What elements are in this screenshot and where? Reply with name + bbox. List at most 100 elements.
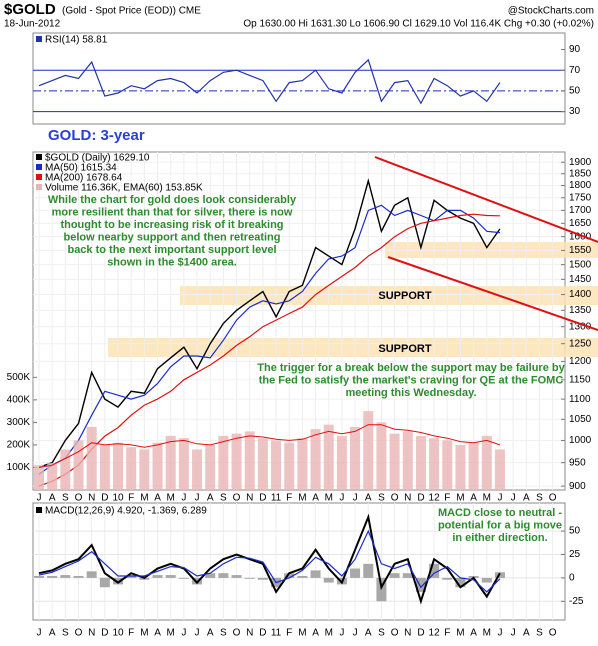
- histogram-bar: [113, 577, 124, 585]
- volume-bar: [192, 449, 203, 490]
- x-tick-label: O: [75, 493, 83, 504]
- x-tick-label: 11: [271, 493, 282, 504]
- x-tick-label: 11: [271, 628, 282, 639]
- legend-entry: MACD(12,26,9) 4.920, -1.369, 6.289: [45, 506, 207, 517]
- x-tick-label: O: [549, 493, 557, 504]
- x-tick-label: D: [259, 628, 266, 639]
- y-tick-label: 1500: [569, 259, 592, 270]
- x-tick-label: F: [286, 628, 292, 639]
- x-tick-label: F: [444, 493, 450, 504]
- volume-bar: [297, 438, 308, 490]
- macd-line: [38, 529, 501, 593]
- x-tick-label: M: [298, 493, 306, 504]
- volume-bar: [152, 442, 163, 490]
- rsi-panel: [32, 32, 566, 125]
- y-tick-label: 1200: [569, 356, 592, 367]
- y-tick-label: 1450: [569, 274, 592, 285]
- x-tick-label: A: [207, 628, 214, 639]
- legend-swatch: [36, 174, 42, 180]
- histogram-bar: [34, 576, 44, 578]
- x-tick-label: J: [511, 628, 516, 639]
- volume-bar: [113, 442, 124, 490]
- x-tick-label: S: [62, 493, 69, 504]
- volume-bar: [323, 424, 334, 490]
- x-tick-label: M: [140, 628, 148, 639]
- volume-bar: [218, 435, 229, 490]
- x-tick-label: A: [523, 493, 530, 504]
- volume-bar: [389, 433, 400, 490]
- legend-entry: MA(50) 1615.34: [45, 163, 117, 174]
- annotation: The trigger for a break below the suppor…: [257, 362, 565, 374]
- histogram-bar: [99, 577, 110, 588]
- x-tick-label: F: [128, 628, 134, 639]
- x-tick-label: A: [312, 493, 319, 504]
- x-tick-label: A: [470, 493, 477, 504]
- x-tick-label: M: [325, 493, 333, 504]
- legend-swatch: [36, 164, 42, 170]
- histogram-bar: [218, 573, 229, 578]
- legend-swatch: [36, 184, 42, 190]
- volume-bar: [350, 426, 361, 490]
- macd-line: [38, 513, 501, 605]
- x-tick-label: M: [140, 493, 148, 504]
- volume-bar: [442, 440, 453, 490]
- x-tick-label: D: [417, 493, 424, 504]
- y-tick-label: 30: [569, 106, 581, 117]
- price-panel: [32, 151, 566, 491]
- histogram-bar: [402, 573, 413, 578]
- support-label: SUPPORT: [378, 290, 431, 302]
- volume-bar: [455, 444, 466, 490]
- volume-bar: [139, 449, 150, 490]
- x-tick-label: M: [167, 628, 175, 639]
- x-tick-label: S: [536, 493, 543, 504]
- y-tick-label: 1400: [569, 289, 592, 300]
- volume-bar: [271, 440, 282, 490]
- histogram-bar: [152, 575, 163, 578]
- x-tick-label: J: [353, 493, 358, 504]
- x-tick-label: O: [391, 493, 399, 504]
- annotation: While the chart for gold does look consi…: [48, 194, 297, 206]
- histogram-bar: [284, 573, 295, 578]
- ema-line: [38, 424, 501, 468]
- y-tick-label: 0: [569, 573, 575, 584]
- support-bands: [108, 242, 598, 357]
- histogram-bar: [297, 576, 308, 578]
- x-tick-label: J: [195, 628, 200, 639]
- macd-panel: [32, 502, 566, 621]
- x-tick-label: J: [37, 493, 42, 504]
- histogram-bar: [86, 571, 97, 578]
- y-tick-label: 1050: [569, 414, 592, 425]
- y-tick-label: -25: [569, 596, 584, 607]
- x-tick-label: M: [298, 628, 306, 639]
- x-tick-label: D: [417, 628, 424, 639]
- x-tick-label: J: [353, 628, 358, 639]
- y-tick-label: 1600: [569, 231, 592, 242]
- x-tick-label: A: [49, 493, 56, 504]
- histogram-bar: [363, 563, 374, 578]
- x-tick-label: 10: [112, 628, 124, 639]
- histogram-bar: [442, 577, 453, 580]
- quote: Op 1630.00 Hi 1631.30 Lo 1606.90 Cl 1629…: [243, 19, 594, 30]
- histogram-bar: [73, 576, 84, 578]
- legend-swatch: [36, 507, 42, 513]
- volume-bar: [73, 440, 84, 490]
- histogram-bar: [481, 577, 492, 583]
- x-tick-label: D: [101, 628, 108, 639]
- volume-bar: [165, 435, 176, 490]
- volume-bar: [376, 422, 387, 490]
- volume-bar: [47, 462, 58, 490]
- subtitle: (Gold - Spot Price (EOD)) CME: [62, 6, 201, 17]
- annotation: meeting this Wednesday.: [345, 387, 476, 399]
- x-tick-label: J: [497, 493, 502, 504]
- volume-bar: [494, 449, 505, 490]
- x-tick-label: A: [207, 493, 214, 504]
- x-tick-label: 12: [429, 493, 441, 504]
- histogram-bar: [429, 563, 440, 578]
- y-tick-label: 1250: [569, 338, 592, 349]
- y-tick-label: 70: [569, 65, 581, 76]
- x-tick-label: J: [181, 493, 186, 504]
- histogram-bar: [60, 575, 71, 578]
- x-tick-label: M: [456, 628, 464, 639]
- y-tick-label: 1650: [569, 218, 592, 229]
